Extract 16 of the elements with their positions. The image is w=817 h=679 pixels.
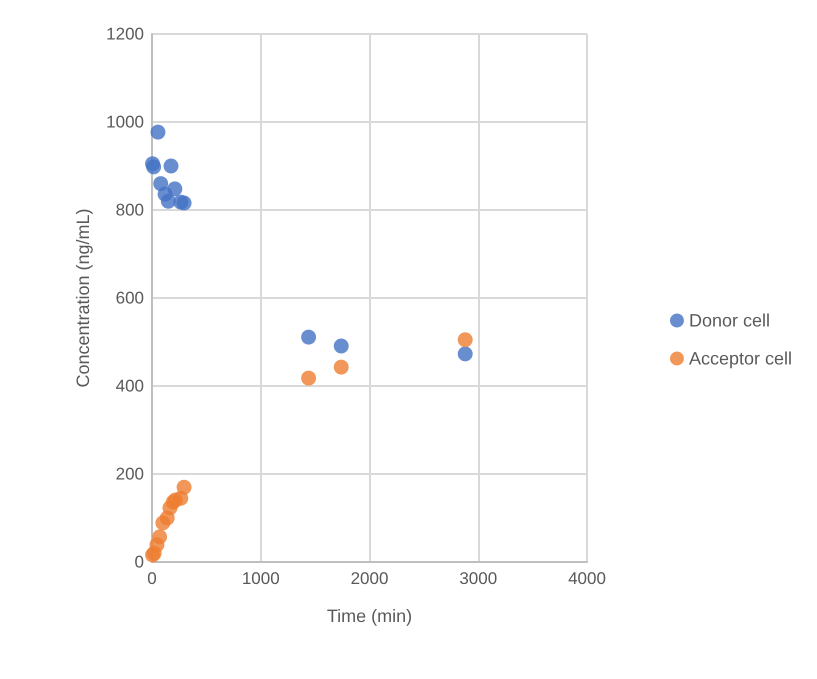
legend-label: Acceptor cell [688,348,792,368]
y-tick-label: 1200 [106,24,144,44]
y-tick-label: 400 [116,376,144,396]
y-tick-label: 200 [116,464,144,484]
x-tick-label: 3000 [459,569,498,588]
y-tick-label: 600 [116,288,144,308]
x-tick-label: 4000 [568,569,606,588]
x-tick-label: 0 [147,569,157,588]
x-tick-label: 1000 [242,569,280,588]
y-axis-title: Concentration (ng/mL) [73,208,93,388]
y-tick-label: 1000 [106,112,144,132]
x-tick-label: 2000 [350,569,388,588]
x-axis-title: Time (min) [326,606,412,626]
legend-label: Donor cell [688,310,770,330]
y-tick-label: 800 [116,200,144,220]
y-tick-label: 0 [134,552,144,572]
